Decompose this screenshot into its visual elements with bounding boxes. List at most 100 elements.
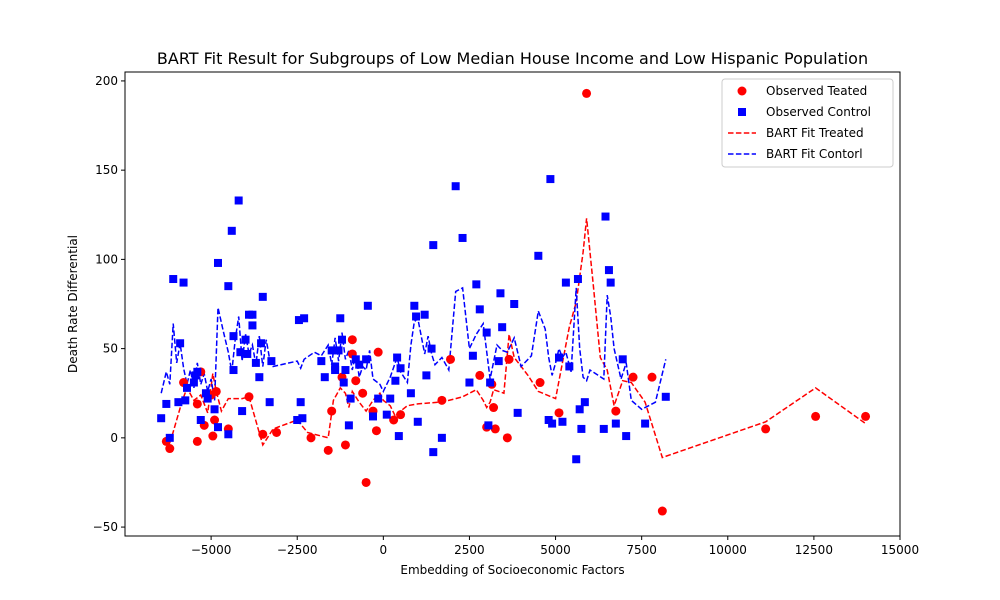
control-point bbox=[555, 353, 563, 362]
y-axis-title: Death Rate Differential bbox=[66, 235, 80, 373]
treated-point bbox=[489, 403, 499, 413]
control-point bbox=[413, 417, 422, 426]
treated-point bbox=[165, 444, 175, 454]
control-point bbox=[363, 301, 372, 310]
control-point bbox=[382, 410, 391, 419]
control-point bbox=[391, 376, 400, 385]
control-point bbox=[494, 357, 503, 366]
control-point bbox=[179, 278, 188, 287]
control-point bbox=[265, 398, 274, 407]
control-point bbox=[534, 251, 543, 260]
control-point bbox=[396, 364, 405, 373]
control-point bbox=[300, 314, 309, 323]
control-point bbox=[465, 378, 474, 387]
control-point bbox=[394, 432, 403, 441]
legend-box bbox=[721, 78, 894, 168]
control-point bbox=[606, 278, 615, 287]
treated-point bbox=[323, 445, 333, 455]
control-point bbox=[422, 371, 431, 380]
control-point bbox=[229, 332, 238, 341]
treated-point bbox=[208, 431, 218, 441]
treated-point bbox=[535, 378, 545, 388]
control-point bbox=[296, 398, 305, 407]
x-tick-label: −5000 bbox=[191, 543, 232, 557]
control-point bbox=[267, 357, 276, 366]
series-line-2 bbox=[166, 218, 867, 459]
plot-frame bbox=[124, 71, 901, 537]
control-point bbox=[611, 419, 620, 428]
treated-point bbox=[628, 372, 638, 382]
y-tick-label: 100 bbox=[95, 252, 118, 266]
legend-marker bbox=[737, 86, 747, 96]
control-point bbox=[573, 275, 582, 284]
treated-point bbox=[761, 424, 771, 434]
control-point bbox=[336, 314, 345, 323]
control-point bbox=[458, 233, 467, 242]
control-point bbox=[362, 355, 371, 364]
control-point bbox=[451, 182, 460, 191]
treated-point bbox=[272, 427, 282, 437]
control-point bbox=[298, 414, 307, 423]
control-point bbox=[181, 396, 190, 405]
control-point bbox=[496, 289, 505, 298]
x-axis-title: Embedding of Socioeconomic Factors bbox=[400, 563, 624, 577]
x-tick-label: 12500 bbox=[795, 543, 833, 557]
control-point bbox=[189, 378, 198, 387]
control-point bbox=[472, 280, 481, 289]
control-point bbox=[234, 196, 243, 205]
treated-point bbox=[554, 408, 564, 418]
control-point bbox=[251, 358, 260, 367]
control-point bbox=[429, 241, 438, 250]
legend: Observed Teated Observed Control BART Fit … bbox=[721, 78, 894, 168]
control-point bbox=[475, 305, 484, 314]
treated-point bbox=[327, 406, 337, 416]
control-point bbox=[338, 335, 346, 344]
control-point bbox=[224, 430, 233, 439]
treated-point bbox=[396, 410, 406, 420]
control-point bbox=[572, 455, 581, 464]
control-point bbox=[351, 355, 360, 364]
control-point bbox=[224, 282, 233, 291]
treated-point bbox=[657, 506, 667, 516]
control-point bbox=[255, 373, 264, 382]
treated-point bbox=[811, 411, 821, 421]
control-point bbox=[174, 398, 183, 407]
control-point bbox=[577, 424, 586, 433]
control-point bbox=[344, 421, 353, 430]
control-point bbox=[320, 373, 329, 382]
treated-point bbox=[504, 354, 514, 364]
control-point bbox=[162, 399, 171, 408]
control-point bbox=[317, 357, 326, 366]
control-point bbox=[210, 405, 219, 414]
control-point bbox=[248, 321, 257, 330]
treated-point bbox=[389, 415, 399, 425]
control-point bbox=[165, 433, 174, 442]
control-point bbox=[513, 408, 522, 417]
control-point bbox=[393, 353, 402, 362]
control-point bbox=[157, 414, 166, 423]
x-tick-label: 10000 bbox=[709, 543, 747, 557]
y-tick-label: 200 bbox=[95, 74, 118, 88]
control-point bbox=[427, 344, 436, 353]
treated-point bbox=[502, 433, 512, 443]
treated-point bbox=[861, 411, 871, 421]
control-point bbox=[193, 367, 202, 376]
y-tick-label: −50 bbox=[93, 520, 118, 534]
x-tick-label: 15000 bbox=[881, 543, 919, 557]
control-point bbox=[169, 275, 178, 284]
control-point bbox=[386, 394, 395, 403]
treated-point bbox=[192, 399, 202, 409]
treated-point bbox=[210, 415, 220, 425]
control-point bbox=[238, 407, 247, 416]
treated-point bbox=[306, 433, 316, 443]
treated-point bbox=[340, 440, 350, 450]
control-point bbox=[546, 175, 555, 184]
treated-point bbox=[373, 347, 383, 357]
x-tick-label: 7500 bbox=[626, 543, 657, 557]
x-tick-label: 0 bbox=[380, 543, 388, 557]
control-point bbox=[622, 432, 631, 441]
control-point bbox=[229, 366, 238, 375]
control-point bbox=[641, 419, 650, 428]
x-tick-label: −2500 bbox=[277, 543, 318, 557]
